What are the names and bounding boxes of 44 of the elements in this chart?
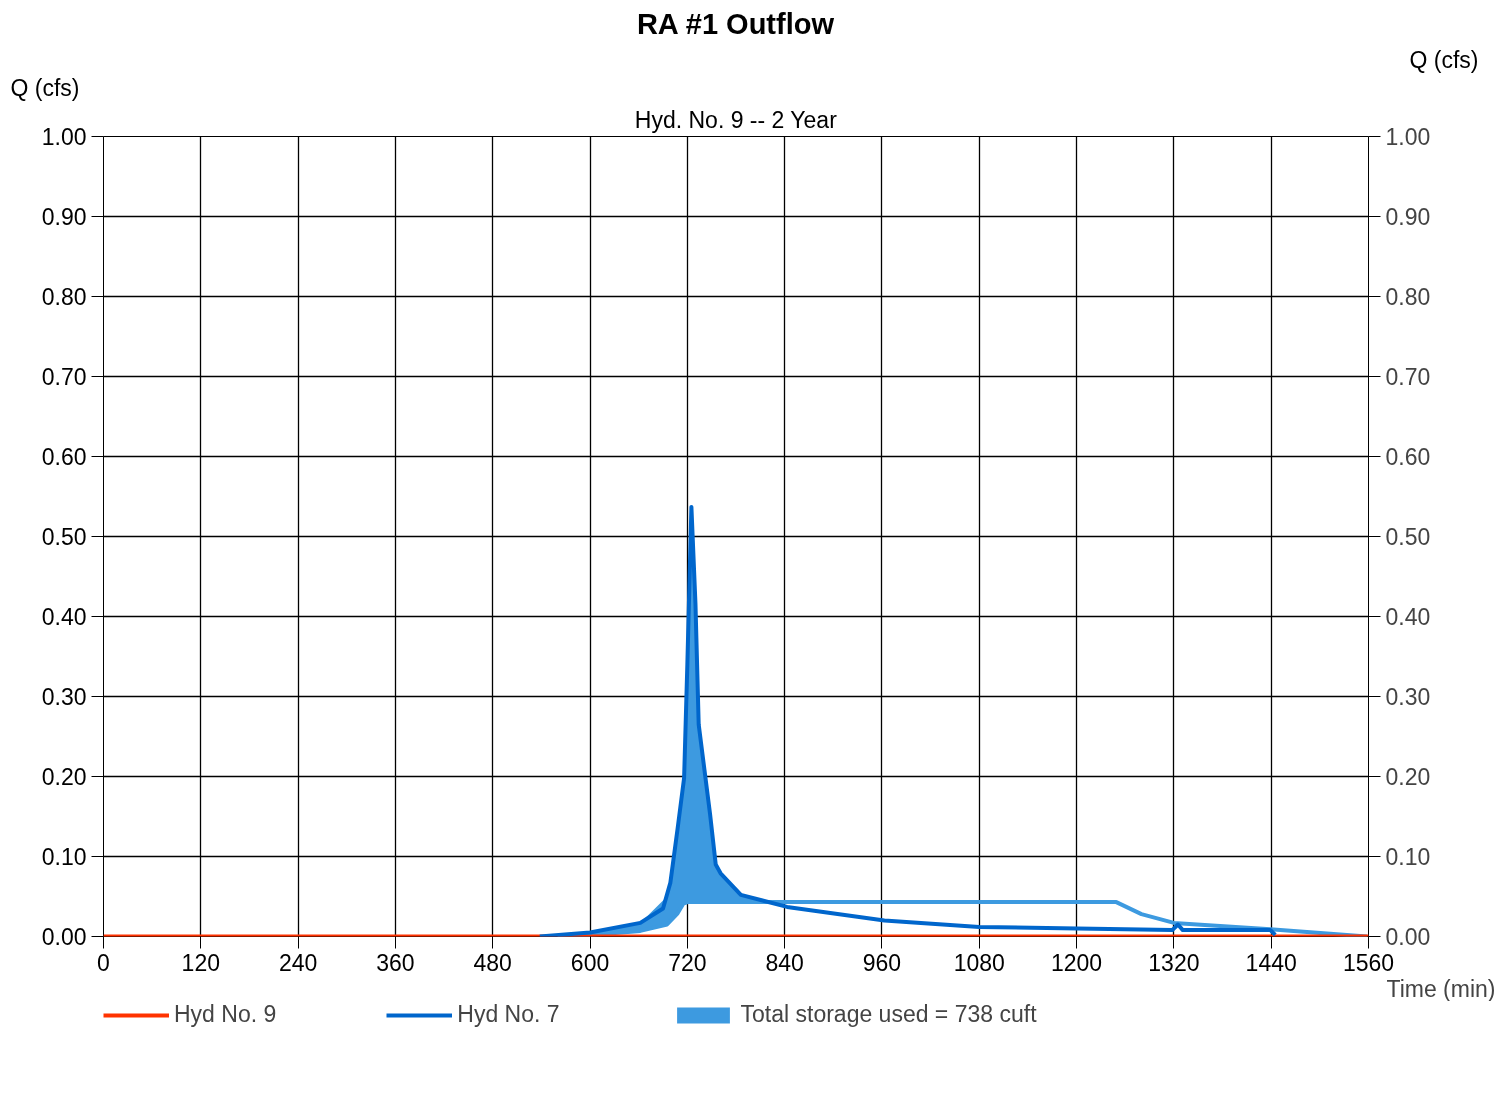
y2-axis-title: Q (cfs): [1409, 46, 1479, 73]
x-tick-label: 720: [668, 949, 707, 976]
y2-tick-label: 0.40: [1385, 604, 1431, 630]
y2-tick-label: 0.90: [1385, 204, 1431, 230]
y2-tick-label: 0.20: [1385, 764, 1431, 790]
x-tick-label: 0: [97, 949, 110, 976]
legend-label: Hyd No. 7: [457, 1001, 560, 1028]
y-tick-label: 0.30: [41, 684, 87, 710]
x-tick-label: 360: [376, 949, 415, 976]
x-tick-label: 960: [862, 949, 902, 976]
x-tick-label: 480: [473, 949, 512, 976]
y2-tick-label: 0.70: [1385, 364, 1431, 390]
x-tick-label: 1080: [953, 949, 1005, 976]
y-tick-label: 0.60: [41, 444, 87, 470]
y-tick-label: 0.10: [41, 844, 87, 870]
y-tick-label: 0.20: [41, 764, 87, 790]
y-tick-label: 0.50: [41, 524, 87, 550]
x-tick-label: 1320: [1148, 949, 1200, 976]
x-tick-label: 1560: [1342, 949, 1395, 976]
y-tick-label: 1.00: [41, 124, 87, 150]
x-tick-label: 1440: [1245, 949, 1297, 976]
y2-tick-label: 1.00: [1385, 124, 1431, 150]
y-tick-label: 0.00: [41, 924, 87, 950]
y2-tick-label: 0.60: [1385, 444, 1431, 470]
x-tick-label: 840: [765, 949, 804, 976]
legend-label: Hyd No. 9: [174, 1001, 277, 1028]
y-tick-label: 0.40: [41, 604, 87, 630]
y2-tick-label: 0.50: [1385, 524, 1431, 550]
y-tick-label: 0.80: [41, 284, 87, 310]
x-tick-label: 1200: [1050, 949, 1103, 976]
y-axis-title: Q (cfs): [10, 74, 80, 101]
y2-tick-label: 0.80: [1385, 284, 1431, 310]
x-tick-label: 600: [570, 949, 610, 976]
x-axis-title: Time (min): [1386, 975, 1496, 1002]
x-tick-label: 240: [278, 949, 318, 976]
chart-title: RA #1 Outflow: [636, 7, 835, 40]
chart-subtitle: Hyd. No. 9 -- 2 Year: [634, 106, 838, 133]
y-tick-label: 0.90: [41, 204, 87, 230]
y2-tick-label: 0.30: [1385, 684, 1431, 710]
y2-tick-label: 0.00: [1385, 924, 1431, 950]
y-tick-label: 0.70: [41, 364, 87, 390]
x-tick-label: 120: [181, 949, 220, 976]
legend-label: Total storage used = 738 cuft: [740, 1001, 1037, 1028]
y2-tick-label: 0.10: [1385, 844, 1431, 870]
